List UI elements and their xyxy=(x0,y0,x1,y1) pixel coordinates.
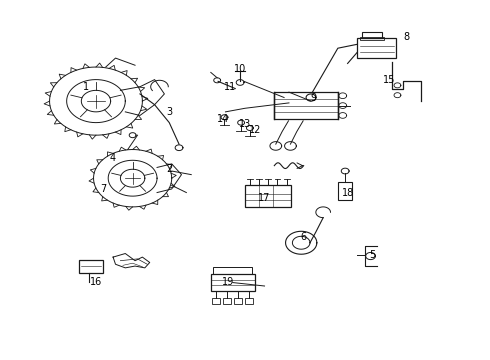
Bar xyxy=(223,298,231,304)
Bar xyxy=(362,32,382,39)
Text: 15: 15 xyxy=(383,75,395,85)
Text: 17: 17 xyxy=(258,193,271,203)
Text: 19: 19 xyxy=(222,277,234,287)
Bar xyxy=(245,185,292,207)
Text: 16: 16 xyxy=(90,277,102,287)
Text: 11: 11 xyxy=(224,82,237,92)
Text: 8: 8 xyxy=(403,32,409,41)
Bar xyxy=(211,274,255,291)
Text: 3: 3 xyxy=(166,107,172,117)
Text: 5: 5 xyxy=(369,250,375,260)
Text: 12: 12 xyxy=(248,125,261,135)
Text: 18: 18 xyxy=(342,188,354,198)
Text: 10: 10 xyxy=(234,64,246,74)
Text: 9: 9 xyxy=(310,93,317,103)
Bar xyxy=(245,298,253,304)
Bar xyxy=(79,260,103,273)
Text: 4: 4 xyxy=(110,153,116,163)
Bar xyxy=(357,39,396,58)
Text: 14: 14 xyxy=(217,114,229,124)
Bar xyxy=(212,298,220,304)
Bar xyxy=(360,37,384,40)
Bar xyxy=(213,267,252,274)
Text: 13: 13 xyxy=(239,120,251,129)
Text: 6: 6 xyxy=(300,232,307,242)
Bar xyxy=(234,298,242,304)
Text: 1: 1 xyxy=(83,82,89,92)
Text: 7: 7 xyxy=(100,184,106,194)
Bar xyxy=(338,182,352,200)
Bar xyxy=(274,92,338,119)
Text: 2: 2 xyxy=(166,164,172,174)
